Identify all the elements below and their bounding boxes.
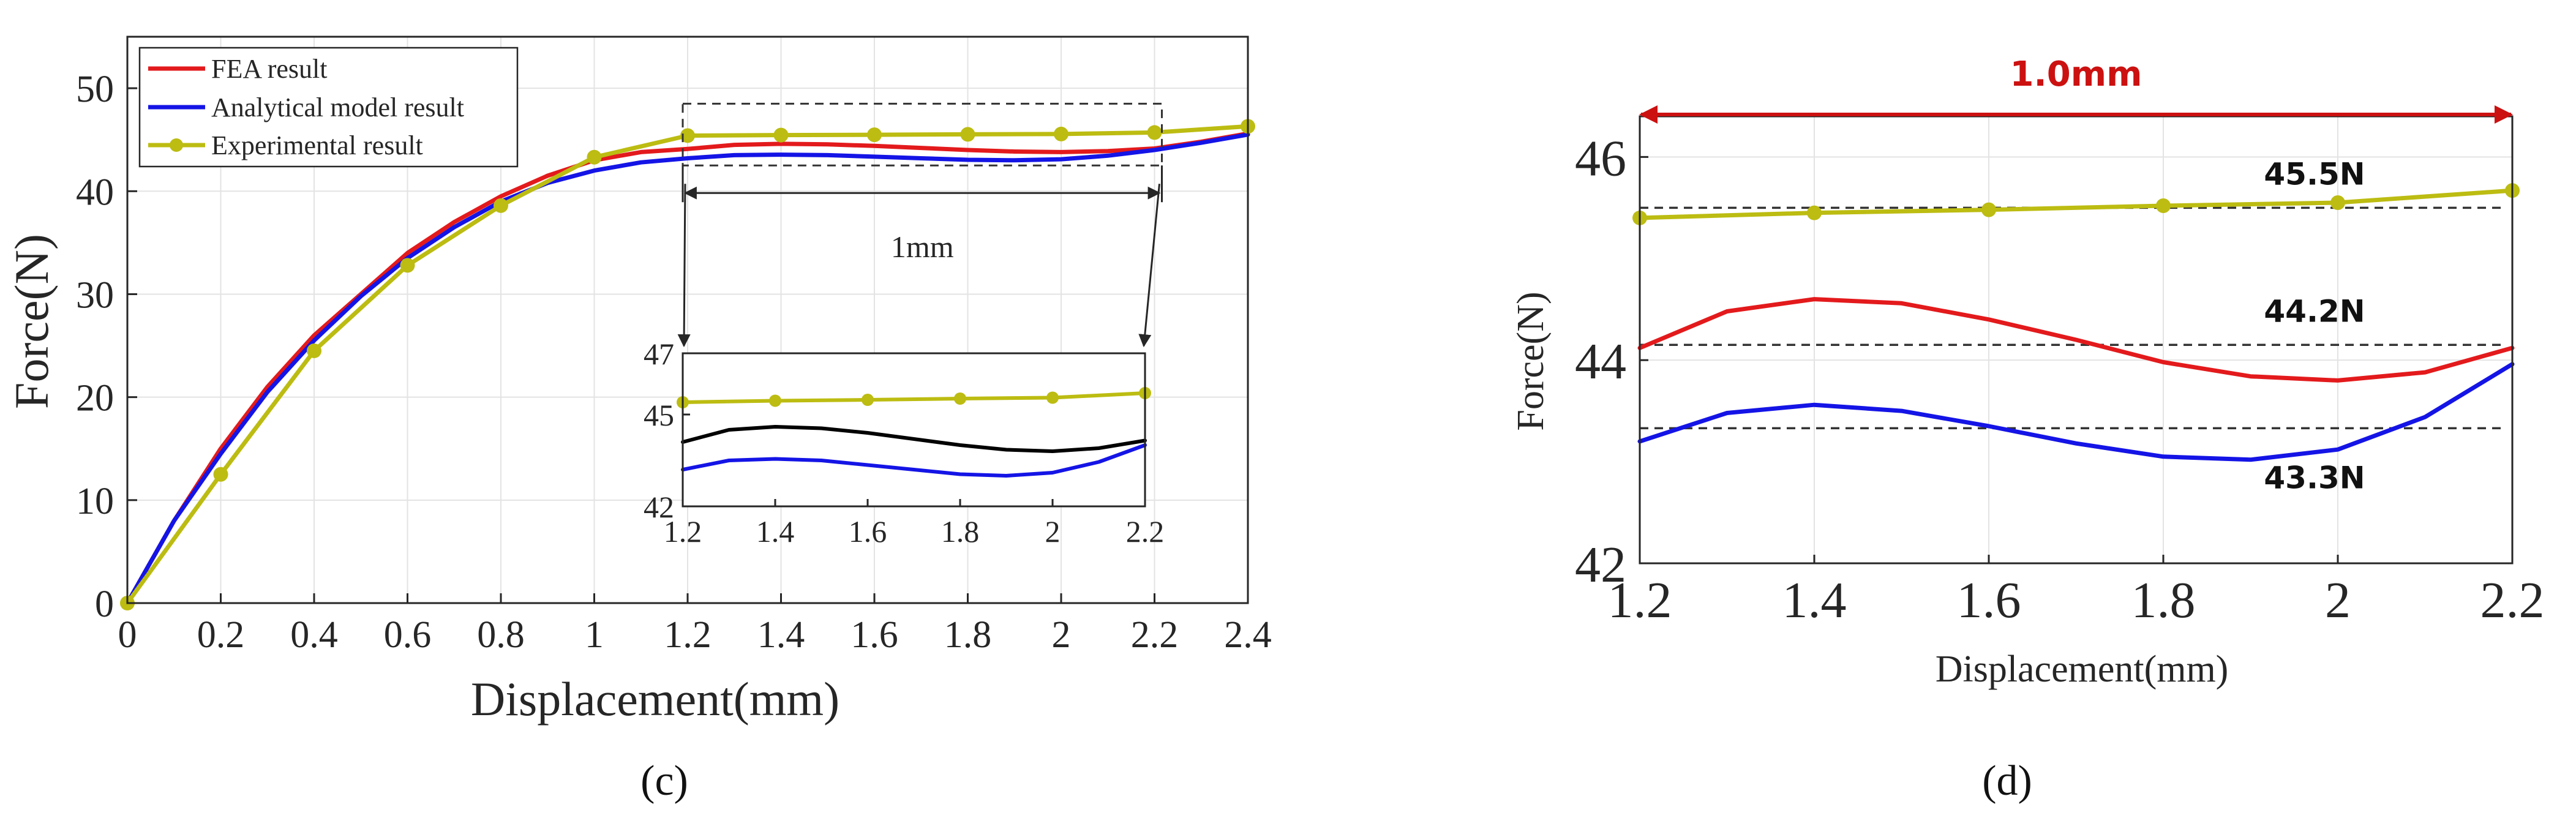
panel-c-zoom-region bbox=[682, 102, 1163, 167]
panel-c-x-tick-label: 0.4 bbox=[290, 614, 338, 656]
panel-d-series-point-0 bbox=[2330, 195, 2345, 211]
panel-c-inset: 1.2 1.4 1.6 1.8 2 2.2 42 45 47 bbox=[644, 337, 1164, 549]
panel-d-y-axis-label: Force(N) bbox=[1510, 291, 1552, 430]
panel-c-y-tick-label: 10 bbox=[76, 481, 114, 522]
panel-c-inset-x-tick-label: 1.2 bbox=[664, 514, 702, 549]
panel-c-x-tick-label: 1.4 bbox=[757, 614, 805, 656]
panel-d-x-tick-label: 2.2 bbox=[2480, 572, 2545, 629]
panel-c-inset-y-tick-label: 47 bbox=[644, 337, 674, 371]
panel-c-x-tick-label: 0.6 bbox=[384, 614, 432, 656]
panel-d-reference-lines bbox=[1640, 206, 2506, 430]
panel-c-series-point-2 bbox=[587, 149, 602, 165]
panel-c-series-point-2 bbox=[680, 128, 695, 143]
panel-c-inset-series-line-1 bbox=[681, 443, 1147, 478]
panel-d-caption-label: (d) bbox=[1982, 757, 2032, 805]
panel-c-series-point-2 bbox=[773, 127, 789, 143]
panel-d-x-axis-label: Displacement(mm) bbox=[1936, 648, 2229, 690]
panel-c-inset-background bbox=[683, 353, 1145, 506]
panel-d-series-line-2 bbox=[1637, 362, 2515, 462]
panel-c-inset-series-line-0 bbox=[681, 425, 1147, 453]
panel-c-series-point-2 bbox=[960, 127, 975, 142]
panel-c-down-arrow-right bbox=[1138, 184, 1160, 348]
legend-fea-label: FEA result bbox=[211, 54, 327, 84]
panel-c-inset-y-tick-label: 42 bbox=[644, 490, 674, 524]
panel-c-x-tick-label: 2 bbox=[1052, 614, 1071, 656]
panel-d-reference-label: 43.3N bbox=[2264, 460, 2365, 495]
panel-d-series-line-0 bbox=[1637, 188, 2515, 220]
panel-c-inset-x-tick-label: 1.6 bbox=[849, 514, 887, 549]
legend-experimental-label: Experimental result bbox=[211, 130, 423, 160]
panel-c-inset-series-group bbox=[677, 387, 1151, 478]
panel-d-series-point-0 bbox=[1807, 205, 1822, 220]
panel-c-inset-series-line-2 bbox=[681, 391, 1147, 404]
panel-c-legend: FEA result Analytical model result Exper… bbox=[138, 47, 519, 168]
panel-d-x-tick-label: 1.8 bbox=[2131, 572, 2196, 629]
panel-c-inset-x-tick-label: 1.8 bbox=[941, 514, 980, 549]
panel-d-x-tick-label: 1.6 bbox=[1957, 572, 2021, 629]
panel-c-y-tick-label: 20 bbox=[76, 378, 114, 419]
panel-c-inset-series-point-2 bbox=[862, 394, 874, 406]
panel-c-series-group bbox=[120, 119, 1255, 610]
panel-c-series-point-2 bbox=[494, 198, 508, 213]
panel-c-caption-label: (c) bbox=[640, 757, 688, 805]
panel-c-x-axis-label: Displacement(mm) bbox=[471, 672, 839, 726]
panel-d-reference-label: 45.5N bbox=[2264, 156, 2365, 192]
panel-c-inset-ticks: 1.2 1.4 1.6 1.8 2 2.2 42 45 47 bbox=[644, 337, 1164, 549]
panel-d-reference-labels: 45.5N 44.2N 43.3N bbox=[2264, 156, 2365, 495]
panel-c-x-tick-label: 1.2 bbox=[664, 614, 712, 656]
panel-c-down-arrow-left bbox=[677, 184, 691, 348]
panel-c-y-tick-label: 40 bbox=[76, 171, 114, 213]
panel-c-inset-series-point-2 bbox=[1046, 391, 1059, 404]
panel-c-x-tick-label: 0.2 bbox=[197, 614, 245, 656]
panel-c-y-tick-label: 0 bbox=[95, 583, 114, 625]
panel-c-inset-x-tick-label: 2 bbox=[1045, 514, 1061, 549]
panel-c-x-tick-label: 2.4 bbox=[1224, 614, 1272, 656]
panel-d-x-tick-label: 1.2 bbox=[1608, 572, 1672, 629]
panel-d-reference-label: 44.2N bbox=[2264, 293, 2365, 329]
panel-c-y-tick-label: 50 bbox=[76, 69, 114, 110]
panel-d-series-point-0 bbox=[1981, 202, 1996, 217]
panel-d-span-label: 1.0mm bbox=[2010, 54, 2142, 94]
panel-c-y-axis-label: Force(N) bbox=[5, 234, 58, 409]
panel-c-x-tick-label: 0.8 bbox=[477, 614, 525, 656]
panel-d-y-tick-label: 46 bbox=[1575, 130, 1626, 187]
panel-c-series-point-2 bbox=[307, 343, 321, 358]
panel-d-x-tick-label: 1.4 bbox=[1782, 572, 1847, 629]
panel-c-x-tick-label: 2.2 bbox=[1131, 614, 1179, 656]
chart-panel-d: 1.2 1.4 1.6 1.8 2 2.2 42 44 46 45.5N 44.2N 43.3N 1… bbox=[1510, 54, 2545, 805]
chart-panel-c: 0 0.2 0.4 0.6 0.8 1 1.2 1.4 1.6 1.8 2 2.2 2.4 0 10 20 30… bbox=[5, 36, 1272, 805]
panel-d-series-line-1 bbox=[1637, 297, 2515, 383]
panel-c-inset-series-point-2 bbox=[954, 392, 966, 405]
panel-c-inset-frame bbox=[682, 352, 1146, 508]
panel-c-series-point-2 bbox=[213, 467, 228, 482]
panel-c-inset-series-point-2 bbox=[769, 394, 781, 407]
legend-analytical-label: Analytical model result bbox=[211, 92, 464, 122]
panel-d-series-point-0 bbox=[2156, 198, 2171, 213]
panel-c-x-tick-label: 1.8 bbox=[944, 614, 992, 656]
panel-d-y-tick-label: 44 bbox=[1575, 333, 1626, 390]
legend-experimental-marker bbox=[170, 138, 183, 152]
panel-c-x-tick-label: 1.6 bbox=[851, 614, 898, 656]
panel-d-axis-ticks: 1.2 1.4 1.6 1.8 2 2.2 42 44 46 bbox=[1575, 130, 2545, 629]
panel-c-series-point-2 bbox=[400, 258, 415, 273]
panel-d-series-group bbox=[1632, 183, 2520, 462]
panel-c-series-line-0 bbox=[125, 131, 1250, 606]
panel-d-x-tick-label: 2 bbox=[2325, 572, 2351, 629]
panel-c-x-tick-label: 1 bbox=[585, 614, 604, 656]
panel-c-span-label: 1mm bbox=[891, 230, 954, 264]
panel-c-inset-x-tick-label: 1.4 bbox=[756, 514, 795, 549]
panel-c-series-point-2 bbox=[867, 127, 882, 143]
panel-c-axis-ticks: 0 0.2 0.4 0.6 0.8 1 1.2 1.4 1.6 1.8 2 2.2 2.4 0 10 20 30… bbox=[76, 69, 1272, 656]
panel-c-series-line-1 bbox=[125, 132, 1250, 606]
panel-c-inset-x-tick-label: 2.2 bbox=[1126, 514, 1165, 549]
panel-d-y-tick-label: 42 bbox=[1575, 536, 1626, 593]
panel-c-y-tick-label: 30 bbox=[76, 274, 114, 316]
panel-c-x-tick-label: 0 bbox=[118, 614, 137, 656]
panel-c-inset-y-tick-label: 45 bbox=[644, 398, 674, 432]
panel-c-series-point-2 bbox=[1147, 125, 1162, 140]
panel-c-series-point-2 bbox=[1054, 126, 1068, 141]
